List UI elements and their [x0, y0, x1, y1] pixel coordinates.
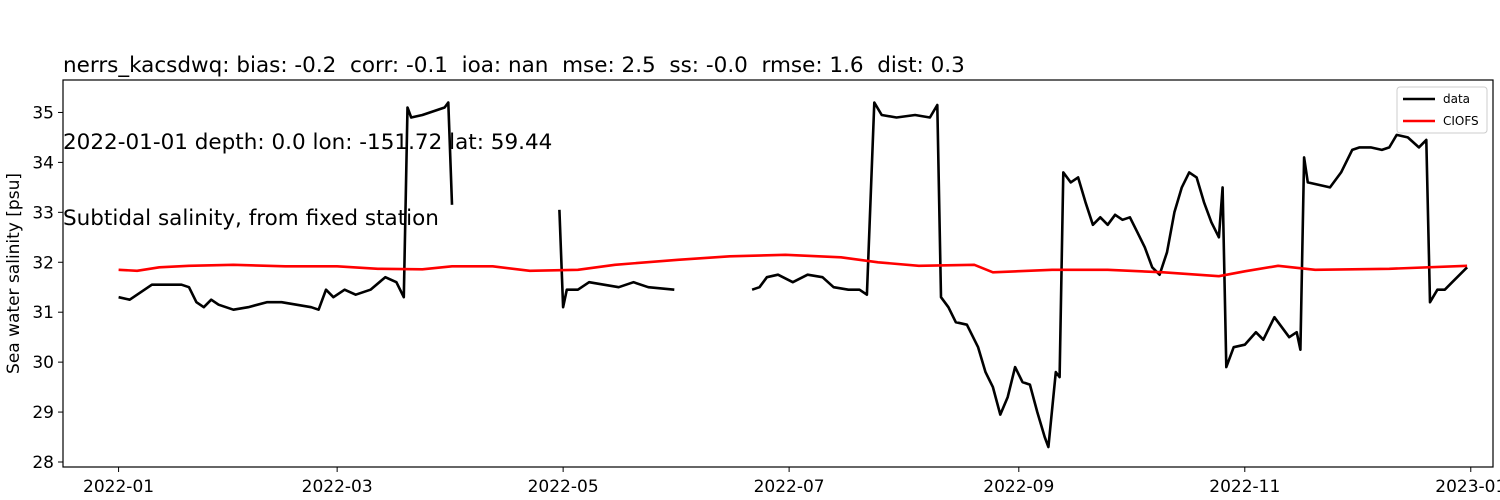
x-tick-label: 2022-09 — [983, 477, 1054, 497]
x-tick-label: 2022-05 — [528, 477, 599, 497]
y-tick-label: 31 — [32, 303, 54, 323]
series-data-line-1 — [558, 209, 675, 309]
x-tick-label: 2022-01 — [83, 477, 154, 497]
x-tick-label: 2022-03 — [302, 477, 373, 497]
x-tick-label: 2022-11 — [1209, 477, 1280, 497]
series-ciofs — [118, 253, 1468, 278]
x-tick-label: 2022-07 — [754, 477, 825, 497]
legend: data CIOFS — [1396, 86, 1488, 134]
y-tick-label: 32 — [32, 253, 54, 273]
title-line-3: Subtidal salinity, from fixed station — [63, 206, 439, 231]
series-ciofs-line-0 — [118, 253, 1468, 278]
y-tick-label: 35 — [32, 103, 54, 123]
y-tick-label: 29 — [32, 403, 54, 423]
y-tick-label: 30 — [32, 353, 54, 373]
x-tick-label: 2023-01 — [1435, 477, 1500, 497]
title-line-2: 2022-01-01 depth: 0.0 lon: -151.72 lat: … — [63, 129, 553, 155]
series-data — [118, 101, 1469, 449]
plot-frame — [62, 79, 1494, 468]
y-tick-label: 28 — [32, 453, 54, 473]
legend-label-data: data — [1443, 92, 1470, 106]
series-data-line-2 — [751, 101, 1469, 449]
y-axis-label: Sea water salinity [psu] — [4, 173, 24, 374]
y-tick-label: 34 — [32, 153, 54, 173]
title-line-1: nerrs_kacsdwq: bias: -0.2 corr: -0.1 ioa… — [63, 53, 965, 78]
legend-label-ciofs: CIOFS — [1443, 114, 1479, 128]
series-data-line-0 — [118, 101, 454, 312]
y-tick-label: 33 — [32, 203, 54, 223]
chart-title: nerrs_kacsdwq: bias: -0.2 corr: -0.1 ioa… — [63, 2, 965, 257]
